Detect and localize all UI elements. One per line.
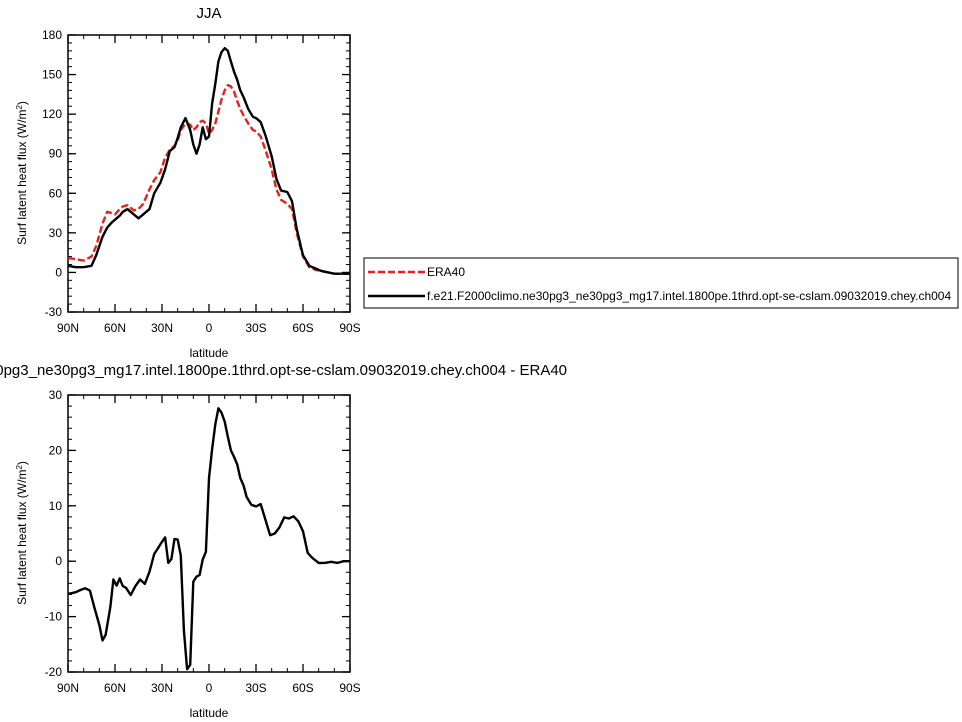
legend-label-era40: ERA40 [427, 265, 465, 279]
y-tick-label: -10 [45, 610, 63, 624]
x-tick-label: 30N [151, 681, 173, 695]
y-tick-label: 0 [55, 554, 62, 568]
top-tick-marks [67, 34, 351, 313]
x-tick-label: 60S [292, 681, 313, 695]
top-y-tick-labels: -30 0 30 60 90 120 150 180 [42, 28, 62, 319]
y-tick-label: 0 [55, 265, 62, 279]
x-tick-label: 90S [339, 321, 360, 335]
y-tick-label: 90 [49, 147, 63, 161]
bottom-y-axis-label: Surf latent heat flux (W/m2) [15, 461, 30, 605]
bottom-series-group [67, 407, 350, 671]
bottom-title: f.e21.F2000climo.ne30pg3_ne30pg3_mg17.in… [0, 362, 567, 379]
top-x-axis-label: latitude [190, 346, 229, 360]
y-tick-label: 30 [49, 388, 63, 402]
model-series-line [67, 47, 350, 275]
y-tick-label: -20 [45, 665, 63, 679]
bottom-y-tick-labels: -20 -10 0 10 20 30 [45, 388, 63, 679]
x-tick-label: 0 [206, 321, 213, 335]
y-tick-label: 150 [42, 68, 62, 82]
bottom-x-axis-label: latitude [190, 706, 229, 720]
x-tick-label: 0 [206, 681, 213, 695]
top-x-tick-labels: 90N 60N 30N 0 30S 60S 90S [57, 321, 361, 335]
x-tick-label: 90N [57, 681, 79, 695]
x-tick-label: 60N [104, 321, 126, 335]
legend-box [363, 257, 959, 309]
y-tick-label: -30 [45, 305, 63, 319]
bottom-x-tick-labels: 90N 60N 30N 0 30S 60S 90S [57, 681, 361, 695]
x-tick-label: 60S [292, 321, 313, 335]
top-plot-frame [67, 34, 351, 313]
x-tick-label: 30S [245, 681, 266, 695]
y-tick-label: 120 [42, 107, 62, 121]
top-series-group [67, 47, 350, 275]
x-tick-label: 90N [57, 321, 79, 335]
top-y-axis-label: Surf latent heat flux (W/m2) [15, 101, 30, 245]
x-tick-label: 90S [339, 681, 360, 695]
bottom-plot-frame [67, 394, 351, 673]
y-tick-label: 10 [49, 499, 63, 513]
y-tick-label: 60 [49, 186, 63, 200]
x-tick-label: 30N [151, 321, 173, 335]
difference-series-line [67, 407, 350, 671]
top-panel: JJA -30 0 30 60 90 120 150 180 90N 60N 30N 0 30S 60S… [15, 5, 361, 360]
y-tick-label: 180 [42, 28, 62, 42]
y-tick-label: 30 [49, 226, 63, 240]
top-title: JJA [196, 5, 221, 22]
bottom-tick-marks [67, 394, 351, 673]
y-tick-label: 20 [49, 443, 63, 457]
bottom-panel: f.e21.F2000climo.ne30pg3_ne30pg3_mg17.in… [0, 362, 567, 720]
era40-series-line [67, 83, 350, 275]
legend-label-model: f.e21.F2000climo.ne30pg3_ne30pg3_mg17.in… [427, 289, 951, 303]
x-tick-label: 30S [245, 321, 266, 335]
x-tick-label: 60N [104, 681, 126, 695]
legend: ERA40 f.e21.F2000climo.ne30pg3_ne30pg3_m… [363, 257, 959, 309]
